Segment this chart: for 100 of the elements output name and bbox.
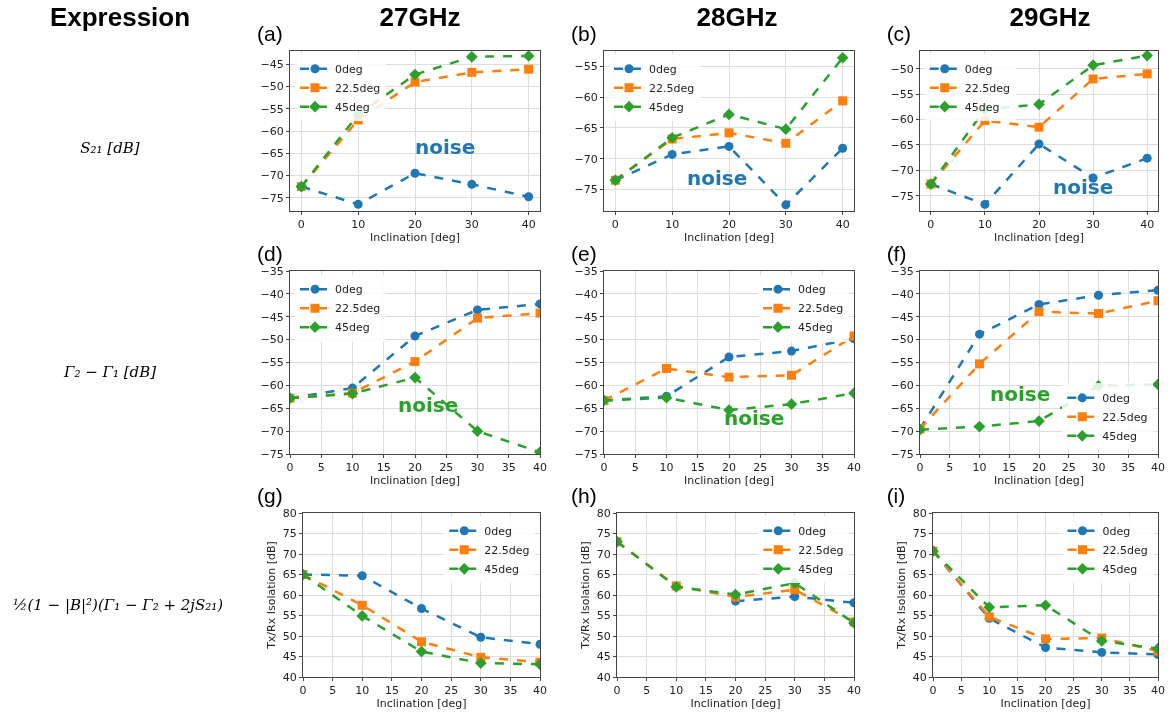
y-tick-label: 65 <box>596 568 611 582</box>
y-tick-label: 40 <box>596 670 611 684</box>
x-axis-title: Inclination [deg] <box>684 474 774 488</box>
y-tick-label: −70 <box>890 164 914 178</box>
x-tick-label: 20 <box>408 461 422 475</box>
y-tick-label: 60 <box>912 588 927 602</box>
x-tick-label: 20 <box>722 218 736 232</box>
chart-title: (g) <box>257 483 283 507</box>
x-tick-label: 35 <box>501 461 516 475</box>
legend-label: 0deg <box>1102 525 1131 539</box>
y-tick-label: −70 <box>574 152 598 166</box>
x-tick-label: 40 <box>1151 461 1165 475</box>
annotation: noise <box>415 135 476 159</box>
x-tick-label: 15 <box>376 461 391 475</box>
y-tick-label: −65 <box>890 402 914 416</box>
y-tick-label: −45 <box>574 310 598 324</box>
y-tick-label: −60 <box>260 379 284 393</box>
y-tick-label: −60 <box>890 113 914 127</box>
y-tick-label: −35 <box>890 264 914 278</box>
legend-label: 45deg <box>335 100 370 114</box>
y-tick-label: 75 <box>282 527 297 541</box>
legend-label: 45deg <box>1102 430 1137 444</box>
x-tick-label: 25 <box>1066 684 1081 698</box>
x-tick-label: 30 <box>787 684 802 698</box>
x-tick-label: 35 <box>503 684 518 698</box>
chart-title: (h) <box>571 483 597 507</box>
x-tick-label: 5 <box>317 461 325 475</box>
x-tick-label: 0 <box>916 461 924 475</box>
x-tick-label: 25 <box>758 684 773 698</box>
y-tick-label: −70 <box>260 169 284 183</box>
y-tick-label: 65 <box>912 568 927 582</box>
x-tick-label: 0 <box>299 684 307 698</box>
y-tick-label: −55 <box>890 88 914 102</box>
y-tick-label: −60 <box>574 379 598 393</box>
x-tick-label: 0 <box>297 218 305 232</box>
x-tick-label: 10 <box>977 218 992 232</box>
x-tick-label: 40 <box>847 684 861 698</box>
y-tick-label: 50 <box>596 629 611 643</box>
y-tick-label: −75 <box>890 189 914 203</box>
x-tick-label: 40 <box>533 461 547 475</box>
legend-label: 0deg <box>649 62 677 76</box>
annotation: noise <box>1053 175 1114 199</box>
x-tick-label: 25 <box>444 684 459 698</box>
legend-label: 45deg <box>1102 563 1138 577</box>
x-tick-label: 5 <box>643 684 651 698</box>
y-tick-label: −55 <box>260 102 284 116</box>
x-tick-label: 40 <box>1151 684 1165 698</box>
x-tick-label: 10 <box>355 684 370 698</box>
annotation: noise <box>990 382 1051 406</box>
x-tick-label: 10 <box>351 218 366 232</box>
text: S₂₁ [dB] <box>80 139 140 157</box>
y-tick-label: −65 <box>574 402 598 416</box>
y-tick-label: 50 <box>912 629 927 643</box>
y-tick-label: 60 <box>596 588 611 602</box>
y-tick-label: 40 <box>282 670 297 684</box>
legend-label: 22.5deg <box>798 544 844 558</box>
legend-label: 45deg <box>649 100 684 114</box>
legend-label: 22.5deg <box>335 302 381 316</box>
y-tick-label: −45 <box>890 310 914 324</box>
y-tick-label: −75 <box>260 447 284 461</box>
y-tick-label: −35 <box>260 264 284 278</box>
y-axis-title: Tx/Rx Isolation [dB] <box>579 541 593 650</box>
y-tick-label: −70 <box>260 424 284 438</box>
y-tick-label: 45 <box>596 650 611 664</box>
x-tick-label: 10 <box>659 461 674 475</box>
y-tick-label: −45 <box>260 58 284 72</box>
legend-label: 22.5deg <box>1102 411 1148 425</box>
text: 29GHz <box>1009 2 1091 33</box>
y-tick-label: −70 <box>574 424 598 438</box>
x-tick-label: 30 <box>1086 218 1101 232</box>
y-tick-label: 40 <box>912 670 927 684</box>
chart-title: (e) <box>571 241 597 265</box>
y-tick-label: 45 <box>912 650 927 664</box>
x-tick-label: 0 <box>613 684 621 698</box>
x-tick-label: 0 <box>611 218 619 232</box>
y-tick-label: −40 <box>890 287 914 301</box>
text: Expression <box>49 2 191 33</box>
legend-label: 0deg <box>335 283 363 297</box>
x-tick-label: 40 <box>1140 218 1155 232</box>
legend-label: 45deg <box>964 100 1000 114</box>
x-tick-label: 25 <box>439 461 454 475</box>
y-axis-title: Tx/Rx Isolation [dB] <box>895 541 909 650</box>
legend-label: 0deg <box>1102 392 1130 406</box>
y-axis-title: Tx/Rx Isolation [dB] <box>265 541 279 650</box>
legend-label: 45deg <box>798 321 833 335</box>
y-tick-label: −40 <box>574 287 598 301</box>
legend-label: 45deg <box>484 563 519 577</box>
x-axis-title: Inclination [deg] <box>684 231 774 245</box>
y-tick-label: −65 <box>574 121 598 135</box>
y-tick-label: 70 <box>912 547 927 561</box>
x-tick-label: 30 <box>473 684 488 698</box>
chart-title: (d) <box>257 241 283 265</box>
x-tick-label: 40 <box>521 218 536 232</box>
y-tick-label: 80 <box>912 506 927 520</box>
legend-label: 45deg <box>798 563 833 577</box>
y-tick-label: 55 <box>282 609 297 623</box>
x-tick-label: 0 <box>600 461 608 475</box>
text: 27GHz <box>379 2 461 33</box>
text: 28GHz <box>696 2 778 33</box>
x-tick-label: 10 <box>345 461 360 475</box>
